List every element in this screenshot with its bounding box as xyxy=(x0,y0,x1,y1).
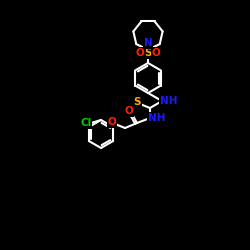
Text: O: O xyxy=(152,48,160,58)
Text: N: N xyxy=(144,38,152,48)
Text: Cl: Cl xyxy=(80,118,92,128)
Text: NH: NH xyxy=(160,96,178,106)
Text: S: S xyxy=(144,48,152,58)
Text: O: O xyxy=(108,117,116,127)
Text: NH: NH xyxy=(148,113,166,123)
Text: O: O xyxy=(124,106,134,116)
Text: O: O xyxy=(136,48,144,58)
Text: S: S xyxy=(133,97,141,107)
